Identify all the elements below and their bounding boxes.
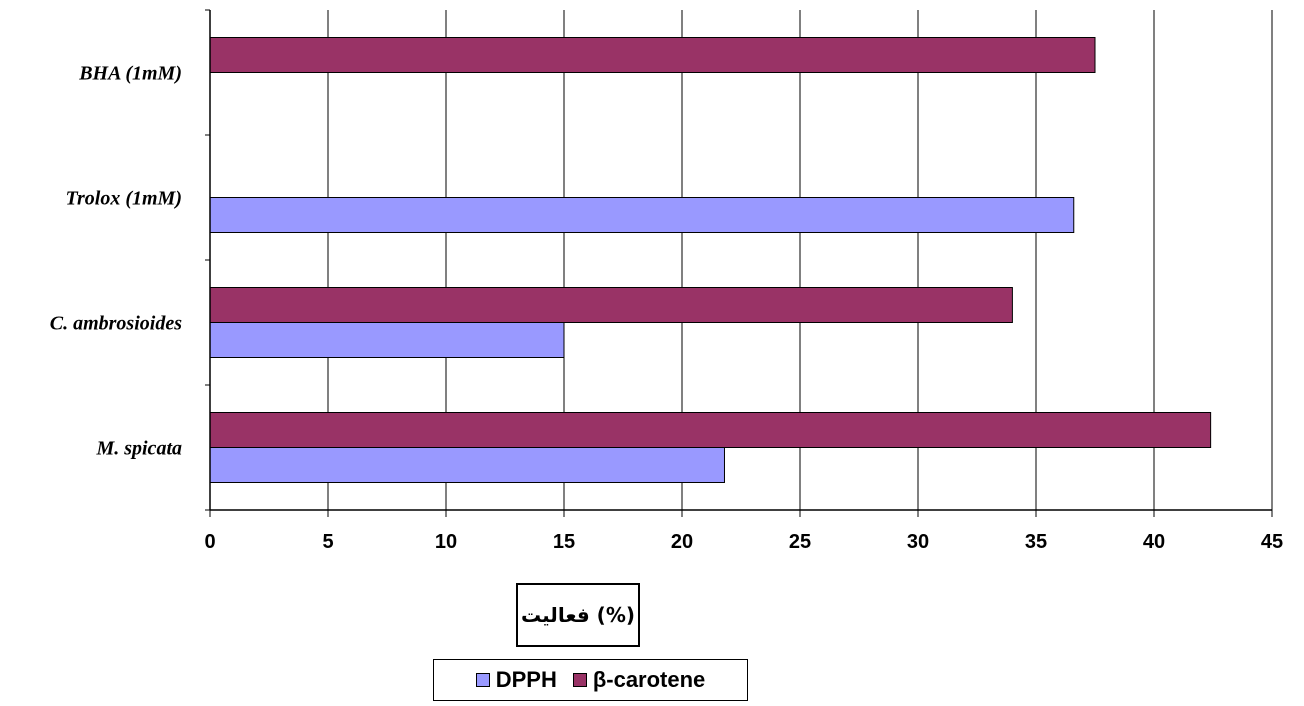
- x-tick-label-20: 20: [671, 531, 693, 553]
- bar-dpph-m-spicata: [209, 447, 725, 483]
- grid-lines: [327, 10, 1273, 510]
- x-tick-label-25: 25: [789, 531, 811, 553]
- y-category-label-trolox-1mm: Trolox (1mM): [66, 188, 182, 210]
- legend-swatch-beta-carotene: [572, 673, 587, 687]
- x-tick-label-10: 10: [435, 531, 457, 553]
- bar-carotene-bha-1mm: [209, 37, 1096, 73]
- x-tick-label-45: 45: [1261, 531, 1283, 553]
- x-tick-label-0: 0: [204, 531, 215, 553]
- x-tick-label-35: 35: [1025, 531, 1047, 553]
- axes: [205, 9, 1273, 517]
- bar-carotene-c-ambrosioides: [209, 287, 1013, 323]
- x-axis-title-text: فعالیت (%): [520, 603, 636, 627]
- x-tick-label-5: 5: [322, 531, 333, 553]
- axis-labels: 0 5 10 15 20 25 30 35 40 45 M. spicata C. ambrosioi…: [50, 63, 1283, 554]
- y-category-label-c-ambrosioides: C. ambrosioides: [50, 313, 182, 335]
- legend-label-beta-carotene: β-carotene: [592, 667, 706, 692]
- legend-swatch-dpph: [475, 673, 490, 687]
- legend-item-dpph: DPPH: [475, 667, 557, 693]
- bar-carotene-m-spicata: [209, 412, 1212, 448]
- legend-label-dpph: DPPH: [495, 667, 557, 692]
- y-category-label-m-spicata: M. spicata: [95, 438, 182, 460]
- legend: DPPH β-carotene: [433, 659, 748, 701]
- x-tick-label-40: 40: [1143, 531, 1165, 553]
- y-category-label-bha-1mm: BHA (1mM): [78, 63, 182, 85]
- x-axis-title: فعالیت (%): [516, 583, 640, 647]
- legend-item-beta-carotene: β-carotene: [572, 667, 706, 693]
- bars: [209, 37, 1212, 483]
- x-tick-label-15: 15: [553, 531, 575, 553]
- bar-dpph-trolox-1mm: [209, 197, 1075, 233]
- bar-dpph-c-ambrosioides: [209, 322, 565, 358]
- x-tick-label-30: 30: [907, 531, 929, 553]
